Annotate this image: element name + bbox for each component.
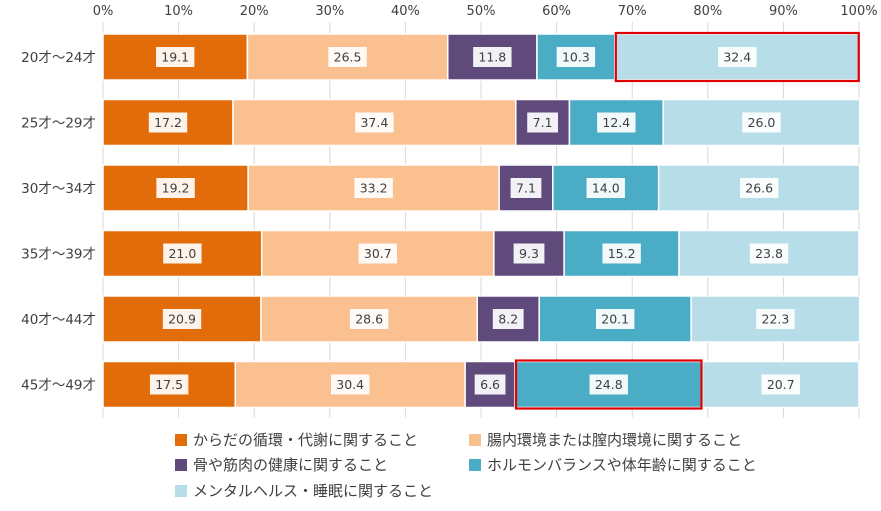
data-label: 30.7 xyxy=(364,246,392,261)
data-label-background xyxy=(355,112,394,133)
data-label: 24.8 xyxy=(595,377,623,392)
data-label: 12.4 xyxy=(602,115,630,130)
legend-label: 腸内環境または膣内環境に関すること xyxy=(487,431,742,449)
data-label-background xyxy=(510,178,542,198)
data-label: 26.6 xyxy=(745,181,773,196)
data-label: 7.1 xyxy=(533,115,553,130)
data-label-background xyxy=(163,243,202,264)
data-label: 19.1 xyxy=(161,50,189,65)
data-label-background xyxy=(589,374,628,395)
category-label: 40才〜44才 xyxy=(21,312,96,328)
x-tick-label: 90% xyxy=(769,4,798,19)
data-label-background xyxy=(149,374,189,395)
data-label: 8.2 xyxy=(498,312,518,327)
legend-label: メンタルヘルス・睡眠に関すること xyxy=(193,482,433,500)
data-label-background xyxy=(148,112,188,133)
data-label-background xyxy=(742,112,781,133)
data-label-background xyxy=(749,243,789,264)
category-label: 45才〜49才 xyxy=(21,378,96,394)
data-label-background xyxy=(595,309,635,329)
data-label-background xyxy=(586,178,625,198)
legend-label: からだの循環・代謝に関すること xyxy=(193,431,418,449)
data-label: 7.1 xyxy=(516,181,536,196)
data-label: 28.6 xyxy=(355,312,383,327)
x-tick-label: 20% xyxy=(240,4,269,19)
data-label-background xyxy=(513,243,545,264)
data-label-background xyxy=(756,309,795,329)
bar-segment xyxy=(102,98,234,147)
data-label: 22.3 xyxy=(762,312,790,327)
data-label-background xyxy=(331,374,370,395)
x-tick-label: 50% xyxy=(467,4,496,19)
data-label: 37.4 xyxy=(360,115,388,130)
data-label: 30.4 xyxy=(336,377,364,392)
data-label: 32.4 xyxy=(723,50,751,65)
data-label-background xyxy=(602,243,641,264)
legend-swatch xyxy=(469,459,481,471)
x-tick-label: 70% xyxy=(618,4,647,19)
legend-label: ホルモンバランスや体年齢に関すること xyxy=(487,456,757,474)
data-label-background xyxy=(556,47,596,67)
category-label: 20才〜24才 xyxy=(21,50,96,66)
data-label-background xyxy=(354,178,393,198)
data-label: 9.3 xyxy=(519,246,539,261)
data-label: 20.7 xyxy=(767,377,795,392)
data-label: 15.2 xyxy=(608,246,636,261)
data-label: 26.5 xyxy=(334,50,362,65)
data-label-background xyxy=(156,178,195,198)
data-label: 19.2 xyxy=(162,181,190,196)
x-tick-label: 10% xyxy=(164,4,193,19)
x-tick-label: 80% xyxy=(693,4,722,19)
data-label: 20.9 xyxy=(168,312,196,327)
category-label: 30才〜34才 xyxy=(21,181,96,197)
x-tick-label: 40% xyxy=(391,4,420,19)
data-label: 21.0 xyxy=(168,246,196,261)
data-label-background xyxy=(718,47,757,67)
data-label-background xyxy=(155,47,195,67)
legend-label: 骨や筋肉の健康に関すること xyxy=(193,456,388,474)
legend-swatch xyxy=(469,434,481,446)
data-label: 17.5 xyxy=(155,377,183,392)
category-label: 35才〜39才 xyxy=(21,247,96,263)
category-label: 25才〜29才 xyxy=(21,116,96,132)
data-label: 10.3 xyxy=(562,50,590,65)
legend-swatch xyxy=(175,434,187,446)
legend-swatch xyxy=(175,459,187,471)
x-tick-label: 30% xyxy=(315,4,344,19)
data-label-background xyxy=(740,178,779,198)
data-label: 6.6 xyxy=(480,377,500,392)
data-label-background xyxy=(474,374,506,395)
data-label: 23.8 xyxy=(755,246,783,261)
highlight-box xyxy=(614,31,860,83)
highlight-box xyxy=(514,359,703,410)
data-label: 11.8 xyxy=(478,50,506,65)
data-label: 20.1 xyxy=(601,312,629,327)
data-label: 26.0 xyxy=(748,115,776,130)
data-label-background xyxy=(358,243,398,264)
data-label: 17.2 xyxy=(154,115,182,130)
data-label-background xyxy=(328,47,367,67)
data-label-background xyxy=(527,112,559,133)
x-tick-label: 0% xyxy=(93,4,114,19)
data-label-background xyxy=(492,309,524,329)
data-label: 14.0 xyxy=(592,181,620,196)
data-label-background xyxy=(597,112,636,133)
data-label-background xyxy=(761,374,800,395)
data-label-background xyxy=(349,309,389,329)
data-label: 33.2 xyxy=(360,181,388,196)
data-label-background xyxy=(473,47,512,67)
legend-swatch xyxy=(175,485,187,497)
data-label-background xyxy=(162,309,202,329)
x-tick-label: 100% xyxy=(840,4,877,19)
x-tick-label: 60% xyxy=(542,4,571,19)
